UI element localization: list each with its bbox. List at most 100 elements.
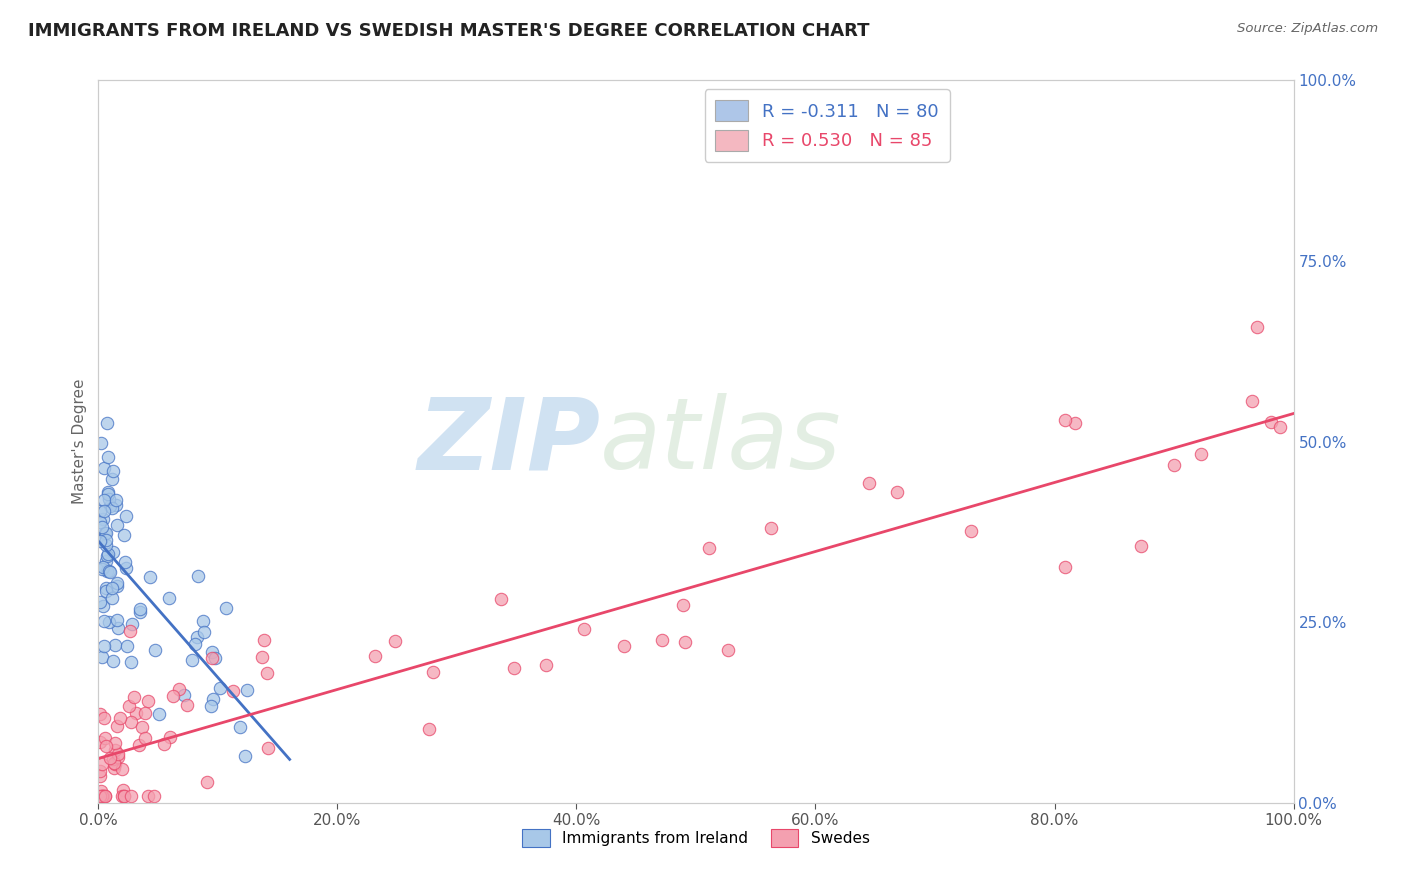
- Point: [1189, 447, 1212, 461]
- Legend: Immigrants from Ireland, Swedes: Immigrants from Ireland, Swedes: [516, 823, 876, 853]
- Point: [104, 493, 127, 508]
- Point: [364, 648, 387, 663]
- Point: [148, 707, 170, 722]
- Point: [93, 711, 115, 725]
- Point: [97, 486, 120, 500]
- Point: [1054, 560, 1077, 574]
- Point: [204, 651, 226, 665]
- Point: [250, 650, 273, 665]
- Point: [91, 756, 114, 771]
- Point: [105, 614, 128, 628]
- Point: [167, 682, 190, 697]
- Y-axis label: Master's Degree: Master's Degree: [72, 379, 87, 504]
- Point: [253, 632, 276, 647]
- Point: [176, 698, 198, 712]
- Point: [572, 622, 595, 636]
- Point: [93, 639, 115, 653]
- Point: [159, 730, 181, 744]
- Point: [96, 739, 118, 753]
- Point: [89, 789, 111, 803]
- Point: [90, 436, 112, 450]
- Point: [201, 645, 224, 659]
- Point: [104, 638, 127, 652]
- Point: [91, 560, 114, 574]
- Text: ZIP: ZIP: [418, 393, 600, 490]
- Point: [101, 752, 124, 766]
- Point: [89, 706, 111, 721]
- Point: [100, 472, 122, 486]
- Point: [256, 666, 278, 681]
- Point: [97, 564, 120, 578]
- Point: [114, 508, 136, 523]
- Point: [105, 575, 128, 590]
- Point: [536, 657, 558, 672]
- Point: [128, 738, 150, 752]
- Point: [93, 614, 115, 628]
- Point: [89, 515, 111, 529]
- Point: [257, 741, 280, 756]
- Point: [98, 750, 121, 764]
- Point: [98, 492, 121, 507]
- Point: [173, 688, 195, 702]
- Point: [162, 689, 184, 703]
- Point: [134, 731, 156, 746]
- Point: [759, 521, 782, 535]
- Point: [131, 720, 153, 734]
- Point: [89, 769, 111, 783]
- Point: [98, 499, 121, 513]
- Point: [93, 511, 115, 525]
- Point: [651, 633, 673, 648]
- Point: [673, 634, 696, 648]
- Point: [114, 789, 136, 803]
- Point: [181, 653, 204, 667]
- Point: [94, 581, 117, 595]
- Point: [201, 691, 224, 706]
- Point: [91, 562, 114, 576]
- Point: [97, 548, 120, 562]
- Point: [418, 723, 440, 737]
- Point: [101, 591, 124, 605]
- Point: [1163, 458, 1185, 473]
- Point: [101, 545, 124, 559]
- Point: [98, 565, 121, 579]
- Point: [193, 625, 215, 640]
- Text: atlas: atlas: [600, 393, 842, 490]
- Point: [96, 553, 118, 567]
- Point: [128, 605, 150, 619]
- Point: [94, 526, 117, 541]
- Point: [136, 789, 159, 803]
- Point: [93, 504, 115, 518]
- Point: [886, 484, 908, 499]
- Point: [104, 499, 127, 513]
- Point: [90, 533, 112, 548]
- Point: [115, 561, 138, 575]
- Point: [91, 789, 114, 803]
- Point: [697, 541, 720, 556]
- Point: [101, 501, 124, 516]
- Point: [101, 582, 124, 596]
- Point: [858, 475, 880, 490]
- Point: [1246, 320, 1268, 334]
- Point: [195, 775, 218, 789]
- Point: [89, 764, 111, 778]
- Point: [107, 621, 129, 635]
- Point: [235, 683, 257, 698]
- Point: [143, 789, 166, 803]
- Point: [103, 464, 125, 478]
- Point: [117, 698, 139, 713]
- Point: [107, 750, 129, 764]
- Point: [120, 655, 142, 669]
- Point: [111, 789, 134, 803]
- Point: [613, 639, 636, 653]
- Point: [96, 525, 118, 540]
- Point: [1064, 416, 1087, 430]
- Text: IMMIGRANTS FROM IRELAND VS SWEDISH MASTER'S DEGREE CORRELATION CHART: IMMIGRANTS FROM IRELAND VS SWEDISH MASTE…: [28, 22, 870, 40]
- Point: [105, 719, 128, 733]
- Point: [91, 789, 114, 803]
- Point: [89, 595, 111, 609]
- Point: [91, 650, 114, 665]
- Point: [208, 681, 231, 696]
- Point: [384, 633, 406, 648]
- Point: [104, 743, 127, 757]
- Point: [187, 569, 209, 583]
